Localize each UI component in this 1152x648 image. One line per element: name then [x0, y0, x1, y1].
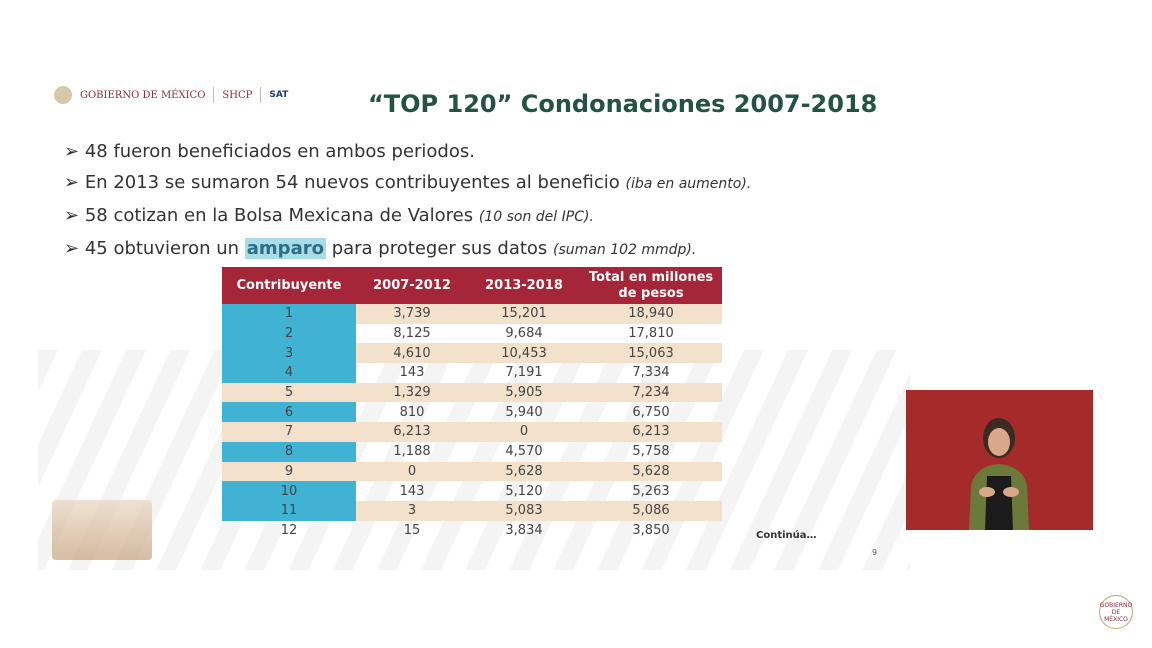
- cell-2013-2018: 10,453: [468, 343, 580, 364]
- cell-total: 17,810: [628, 326, 674, 342]
- header-2007-2012: 2007-2012: [356, 267, 468, 304]
- cell-contribuyente: 5: [222, 382, 356, 403]
- cell-2013-2018: 15,201: [468, 304, 580, 324]
- cell-2007-2012: 4,610: [356, 343, 468, 364]
- cell-contribuyente: 4: [222, 363, 356, 383]
- table-row: 9 0 5,628 5,628: [222, 461, 722, 482]
- bullet-note: (iba en aumento).: [625, 176, 752, 192]
- table-row: 7 6,213 0 6,213: [222, 422, 722, 442]
- interpreter-figure: [969, 418, 1029, 530]
- cell-2013-2018: 5,628: [468, 461, 580, 482]
- table-row: 3 4,610 10,453 15,063: [222, 343, 722, 364]
- gobierno-corner-logo: GOBIERNO DE MÉXICO: [1099, 595, 1133, 629]
- cell-2007-2012: 8,125: [393, 326, 431, 342]
- cell-contribuyente: 11: [222, 500, 356, 521]
- bullet-note: (10 son del IPC).: [478, 209, 594, 225]
- sat-logo: SAT: [269, 90, 289, 100]
- page-number: 9: [872, 548, 878, 557]
- table-row: 1 3,739 15,201 18,940: [222, 304, 722, 324]
- table-row: 2 8,125 9,684 17,810: [222, 323, 722, 344]
- header-logos: GOBIERNO DE MÉXICO SHCP SAT: [54, 86, 288, 104]
- cell-contribuyente: 1: [222, 304, 356, 324]
- cell-total: 6,750: [632, 404, 670, 420]
- bullet-item: ➢ 45 obtuvieron un amparo para proteger …: [64, 238, 697, 259]
- divider: [260, 87, 262, 103]
- sign-language-interpreter-video: [906, 390, 1093, 530]
- cell-total: 5,628: [580, 461, 722, 482]
- table-row: 6 810 5,940 6,750: [222, 402, 722, 423]
- cell-2007-2012: 1,329: [356, 382, 468, 403]
- bullet-text: 58 cotizan en la Bolsa Mexicana de Valor…: [84, 205, 474, 226]
- slide-title: “TOP 120” Condonaciones 2007-2018: [368, 90, 878, 118]
- gobierno-logo: GOBIERNO DE MÉXICO: [80, 89, 206, 101]
- cell-total: 5,086: [580, 500, 722, 521]
- cell-2007-2012: 810: [399, 404, 425, 420]
- cell-total: 3,850: [632, 522, 670, 538]
- header-total: Total en millones de pesos: [580, 267, 722, 304]
- cell-contribuyente: 8: [222, 441, 356, 462]
- cell-2007-2012: 3,739: [356, 304, 468, 324]
- cell-contribuyente: 7: [222, 422, 356, 442]
- cell-2007-2012: 3: [356, 500, 468, 521]
- cell-contribuyente: 10: [222, 481, 356, 501]
- bullet-text: para proteger sus datos: [331, 238, 548, 259]
- bullet-text: 45 obtuvieron un: [84, 238, 240, 259]
- mexico-seal-icon: [54, 86, 72, 104]
- slide: GOBIERNO DE MÉXICO SHCP SAT “TOP 120” Co…: [38, 70, 910, 570]
- continua-label: Continúa…: [756, 530, 817, 541]
- table-row: 5 1,329 5,905 7,234: [222, 382, 722, 403]
- cell-contribuyente: 9: [222, 461, 356, 482]
- cell-total: 5,758: [632, 444, 670, 460]
- cell-total: 7,334: [632, 365, 670, 381]
- cell-contribuyente: 3: [222, 343, 356, 364]
- bullet-list: ➢ 48 fueron beneficiados en ambos period…: [64, 136, 751, 266]
- cell-2013-2018: 5,905: [468, 382, 580, 403]
- cell-contribuyente: 6: [222, 402, 356, 423]
- shcp-logo: SHCP: [222, 89, 253, 101]
- cell-2013-2018: 0: [468, 422, 580, 442]
- cell-2013-2018: 7,191: [505, 365, 543, 381]
- cell-2007-2012: 0: [356, 461, 468, 482]
- table-row: 11 3 5,083 5,086: [222, 500, 722, 521]
- cell-2013-2018: 5,940: [505, 404, 543, 420]
- cell-2013-2018: 3,834: [505, 522, 543, 538]
- header-2013-2018: 2013-2018: [468, 267, 580, 304]
- cell-2013-2018: 5,083: [468, 500, 580, 521]
- cell-total: 15,063: [580, 343, 722, 364]
- cell-2007-2012: 1,188: [393, 444, 431, 460]
- cell-total: 7,234: [580, 382, 722, 403]
- divider: [213, 87, 215, 103]
- cell-2013-2018: 5,120: [505, 483, 543, 499]
- bullet-item: ➢ 48 fueron beneficiados en ambos period…: [64, 141, 475, 162]
- bullet-note: (suman 102 mmdp).: [553, 242, 697, 258]
- condonaciones-table: Contribuyente 2007-2012 2013-2018 Total …: [222, 267, 722, 540]
- table-row: 8 1,188 4,570 5,758: [222, 441, 722, 462]
- table-row: 4 143 7,191 7,334: [222, 363, 722, 383]
- bullet-text: En 2013 se sumaron 54 nuevos contribuyen…: [84, 172, 620, 193]
- table-row: 12 15 3,834 3,850: [222, 521, 722, 541]
- bullet-item: ➢ En 2013 se sumaron 54 nuevos contribuy…: [64, 172, 752, 193]
- cell-total: 6,213: [580, 422, 722, 442]
- bullet-item: ➢ 58 cotizan en la Bolsa Mexicana de Val…: [64, 205, 594, 226]
- cell-2007-2012: 15: [403, 522, 421, 538]
- heroes-illustration: [52, 500, 152, 560]
- cell-total: 5,263: [632, 483, 670, 499]
- cell-contribuyente: 12: [280, 522, 298, 538]
- cell-2007-2012: 6,213: [356, 422, 468, 442]
- header-contribuyente: Contribuyente: [222, 267, 356, 304]
- cell-2013-2018: 4,570: [505, 444, 543, 460]
- cell-contribuyente: 2: [222, 323, 356, 344]
- cell-2013-2018: 9,684: [505, 326, 543, 342]
- cell-total: 18,940: [580, 304, 722, 324]
- bullet-text: 48 fueron beneficiados en ambos periodos…: [84, 141, 475, 162]
- cell-2007-2012: 143: [399, 365, 425, 381]
- highlighted-word: amparo: [244, 238, 326, 259]
- table-row: 10 143 5,120 5,263: [222, 481, 722, 501]
- cell-2007-2012: 143: [399, 483, 425, 499]
